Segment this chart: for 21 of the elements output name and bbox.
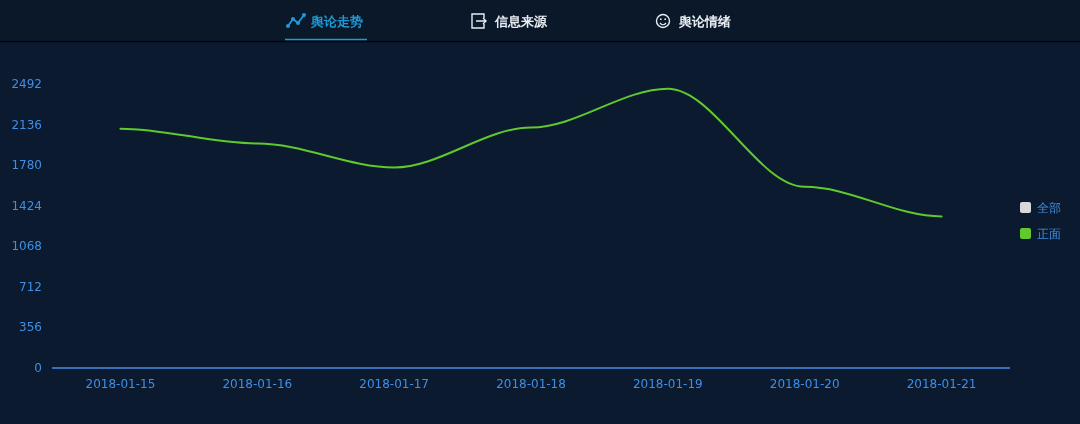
- text: 舆论情绪: [678, 13, 731, 29]
- y-tick-label: 1068: [11, 239, 42, 254]
- y-tick-label: 0: [34, 361, 42, 375]
- x-tick-label: 2018-01-18: [496, 377, 566, 391]
- line-series: [119, 87, 943, 218]
- x-tick-label: 2018-01-15: [85, 377, 156, 391]
- x-tick-label: 2018-01-19: [632, 377, 703, 391]
- text: 信息来源: [494, 13, 548, 29]
- y-tick-label: 2492: [11, 77, 42, 91]
- y-tick-label: 712: [19, 279, 42, 294]
- x-tick-label: 2018-01-20: [769, 377, 840, 391]
- legend-label: 全部: [1037, 201, 1061, 215]
- y-tick-label: 1424: [11, 198, 42, 213]
- y-tick-label: 2136: [11, 117, 42, 132]
- x-tick-label: 2018-01-21: [906, 377, 977, 391]
- text: 舆论走势: [310, 13, 363, 29]
- y-tick-label: 356: [19, 320, 42, 335]
- y-tick-label: 1780: [11, 158, 42, 173]
- x-tick-label: 2018-01-17: [359, 377, 430, 391]
- x-tick-label: 2018-01-16: [222, 377, 293, 391]
- legend-label: 正面: [1037, 227, 1061, 241]
